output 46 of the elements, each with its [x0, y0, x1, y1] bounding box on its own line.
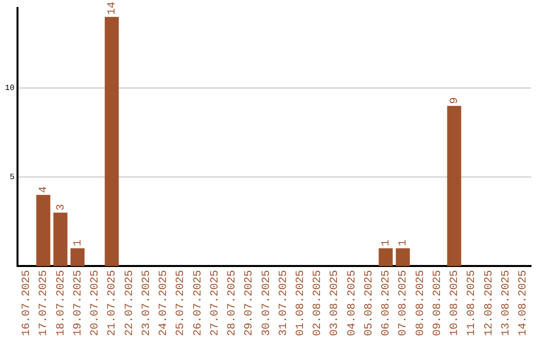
bar [447, 106, 462, 266]
x-tick-label: 13.08.2025 [500, 270, 512, 336]
x-tick-label: 08.08.2025 [414, 270, 427, 336]
x-tick-label: 12.08.2025 [483, 270, 496, 336]
x-tick-label: 30.07.2025 [260, 270, 273, 336]
x-tick-label: 23.07.2025 [140, 270, 153, 336]
bar [53, 212, 68, 266]
x-tick-label: 06.08.2025 [380, 270, 393, 336]
x-tick-label: 16.07.2025 [21, 270, 34, 336]
x-tick-label: 21.07.2025 [106, 270, 119, 336]
data-label: 3 [55, 204, 68, 211]
x-tick-label: 26.07.2025 [192, 270, 204, 336]
y-tick-label: 5 [10, 173, 15, 182]
x-tick-label: 29.07.2025 [244, 270, 256, 336]
x-tick-label: 28.07.2025 [226, 270, 239, 336]
x-tick-label: 07.08.2025 [398, 270, 410, 336]
x-tick-label: 17.07.2025 [38, 270, 50, 336]
x-tick-label: 02.08.2025 [312, 270, 324, 336]
bar [70, 248, 85, 266]
x-tick-label: 03.08.2025 [329, 270, 342, 336]
x-tick-label: 22.07.2025 [124, 270, 136, 336]
x-tick-label: 14.08.2025 [518, 270, 530, 336]
bar [396, 248, 410, 266]
y-tick-label: 10 [4, 84, 15, 94]
x-tick-label: 20.07.2025 [90, 270, 102, 336]
x-tick-label: 31.07.2025 [278, 270, 290, 336]
x-tick-label: 09.08.2025 [432, 270, 444, 336]
data-label: 1 [380, 239, 393, 246]
x-tick-label: 01.08.2025 [295, 270, 307, 336]
bar [104, 16, 119, 266]
data-label: 9 [449, 97, 462, 104]
x-tick-label: 05.08.2025 [363, 270, 376, 336]
x-tick-label: 19.07.2025 [72, 270, 84, 336]
data-label: 4 [38, 186, 50, 193]
bar [36, 194, 50, 266]
x-tick-label: 04.08.2025 [346, 270, 358, 336]
x-tick-label: 18.07.2025 [55, 270, 68, 336]
x-tick-label: 11.08.2025 [466, 270, 478, 336]
x-tick-label: 10.08.2025 [449, 270, 462, 336]
x-tick-label: 24.07.2025 [158, 270, 170, 336]
data-label: 1 [72, 239, 84, 246]
data-label: 1 [398, 239, 410, 246]
x-tick-label: 27.07.2025 [209, 270, 222, 336]
bar [378, 248, 393, 266]
data-label: 14 [106, 1, 119, 15]
x-tick-label: 25.07.2025 [175, 270, 188, 336]
